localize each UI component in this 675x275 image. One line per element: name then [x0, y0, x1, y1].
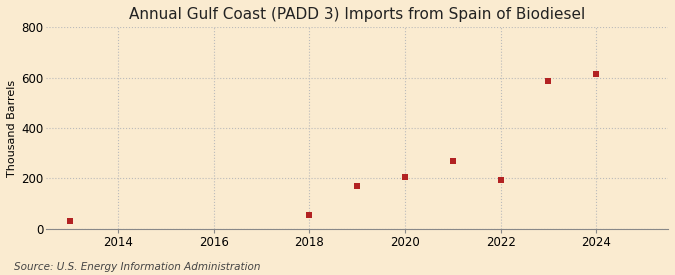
Point	[304, 213, 315, 217]
Y-axis label: Thousand Barrels: Thousand Barrels	[7, 79, 17, 177]
Point	[543, 79, 554, 84]
Point	[591, 72, 601, 77]
Point	[448, 159, 458, 163]
Point	[495, 178, 506, 182]
Point	[400, 175, 410, 179]
Text: Source: U.S. Energy Information Administration: Source: U.S. Energy Information Administ…	[14, 262, 260, 272]
Point	[65, 219, 76, 224]
Title: Annual Gulf Coast (PADD 3) Imports from Spain of Biodiesel: Annual Gulf Coast (PADD 3) Imports from …	[129, 7, 585, 22]
Point	[352, 184, 362, 188]
